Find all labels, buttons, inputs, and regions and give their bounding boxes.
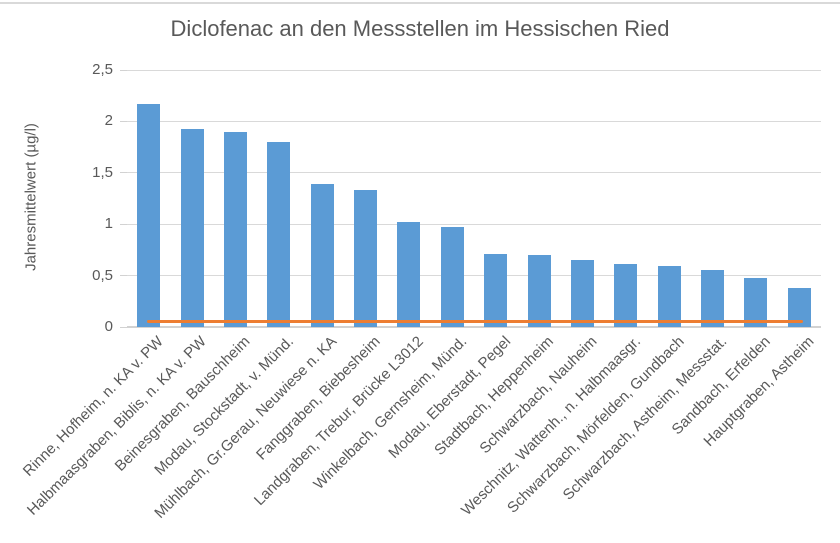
gridline — [127, 275, 821, 277]
y-axis-tick — [120, 69, 127, 71]
gridline — [127, 223, 821, 225]
bar — [527, 255, 551, 327]
y-tick-label: 1,5 — [92, 163, 113, 181]
y-tick-label: 0 — [104, 318, 113, 335]
y-tick-label: 2 — [104, 112, 113, 130]
x-axis-line — [127, 326, 821, 328]
y-axis-title: Jahresmittelwert (µg/l) — [22, 123, 40, 271]
y-axis-tick — [120, 172, 127, 174]
y-tick-label: 0,5 — [92, 266, 113, 284]
bar — [223, 131, 247, 327]
window-top-border — [0, 2, 840, 4]
threshold-line — [146, 320, 804, 324]
y-axis-tick — [120, 223, 127, 225]
y-axis-tick — [120, 120, 127, 122]
bar — [570, 260, 594, 327]
bar — [310, 184, 334, 327]
y-axis-tick — [120, 275, 127, 277]
bar — [137, 103, 161, 327]
bar — [267, 141, 291, 327]
bar — [701, 270, 725, 327]
bar — [484, 254, 508, 327]
bar — [787, 287, 811, 327]
bar — [657, 266, 681, 327]
y-axis-tick — [120, 326, 127, 328]
gridline — [127, 172, 821, 174]
y-tick-label: 2,5 — [92, 61, 113, 78]
chart-title: Diclofenac an den Messstellen im Hessisc… — [170, 16, 670, 41]
bar — [440, 227, 464, 327]
bar — [397, 222, 421, 327]
bar — [744, 277, 768, 327]
bar — [180, 128, 204, 327]
gridline — [127, 69, 821, 71]
gridline — [127, 120, 821, 122]
bar — [614, 264, 638, 327]
y-tick-label: 1 — [104, 215, 113, 233]
bar — [354, 190, 378, 327]
